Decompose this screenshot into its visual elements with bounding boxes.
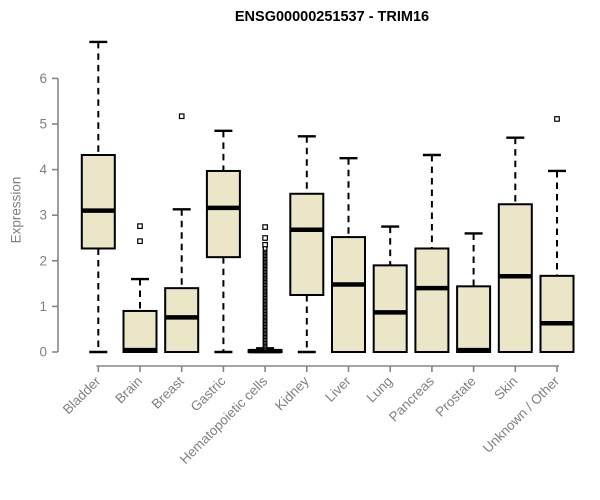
x-tick-label: Liver <box>322 373 354 405</box>
outlier-point <box>262 224 268 230</box>
x-tick-label: Pancreas <box>386 373 437 424</box>
x-tick-label: Gastric <box>188 373 229 414</box>
boxplot-gastric <box>205 129 241 354</box>
box <box>539 274 575 353</box>
x-tick-label: Breast <box>149 373 187 411</box>
boxplot-bladder <box>80 40 116 354</box>
outlier-point <box>137 223 143 229</box>
x-tick-label: Lung <box>363 374 395 406</box>
y-tick-label: 1 <box>39 299 47 314</box>
x-tick-label: Brain <box>112 374 145 407</box>
x-tick-label: Bladder <box>60 373 104 417</box>
x-tick-label: Unknown / Other <box>480 373 563 456</box>
boxplot-skin <box>497 136 533 353</box>
y-tick-label: 3 <box>39 208 47 223</box>
y-tick-label: 4 <box>39 162 47 177</box>
box <box>80 154 116 250</box>
box <box>122 309 158 353</box>
y-tick-label: 2 <box>39 253 47 268</box>
box <box>372 264 408 353</box>
boxplot-breast <box>164 113 200 354</box>
outlier-point <box>262 246 268 251</box>
y-tick-label: 5 <box>39 117 47 132</box>
outlier-point <box>137 238 143 245</box>
outlier-point <box>178 113 185 120</box>
boxplot-kidney <box>289 135 325 354</box>
outlier-point <box>262 235 268 241</box>
box <box>456 285 492 353</box>
boxplot-brain <box>122 223 158 353</box>
box <box>289 192 325 297</box>
x-tick-label: Kidney <box>272 373 312 413</box>
boxplot-liver <box>331 156 366 353</box>
y-tick-label: 0 <box>39 345 47 360</box>
boxplot-unknown-other <box>539 116 575 353</box>
box <box>205 169 241 259</box>
chart-title: ENSG00000251537 - TRIM16 <box>234 9 430 25</box>
boxplot-pancreas <box>414 153 450 354</box>
boxplot-hematopoietic-cells <box>247 224 283 354</box>
box <box>414 247 450 354</box>
box <box>331 236 366 353</box>
x-tick-label: Skin <box>491 374 520 403</box>
boxplot-prostate <box>456 232 492 353</box>
boxplot-lung <box>372 225 408 353</box>
x-tick-label: Prostate <box>433 374 479 420</box>
y-tick-label: 6 <box>39 71 47 86</box>
outlier-point <box>554 116 560 122</box>
box <box>164 287 200 354</box>
y-axis: 0 1 2 3 4 5 6 <box>39 71 59 360</box>
